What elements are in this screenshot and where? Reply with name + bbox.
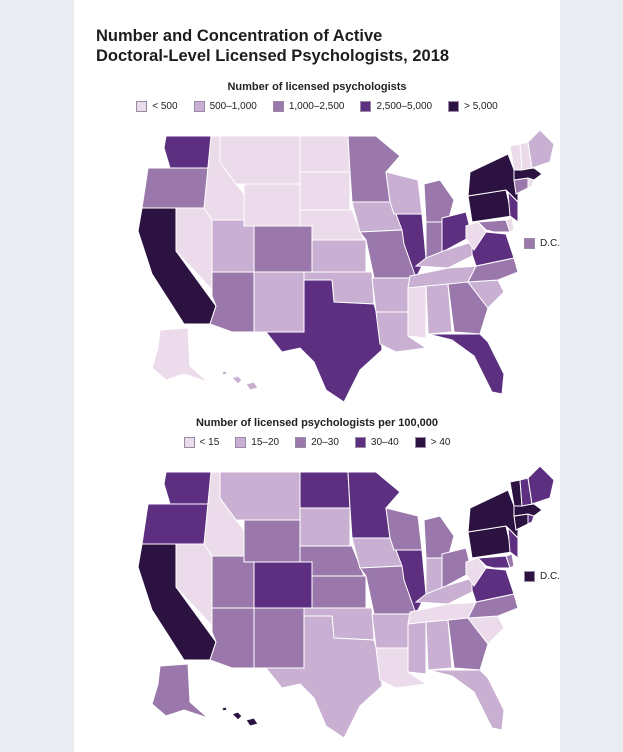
state-sd [300, 172, 350, 210]
figure-title: Number and Concentration of Active Docto… [96, 26, 546, 66]
state-me [528, 130, 554, 168]
state-wa [164, 136, 211, 168]
map1-us-states [74, 118, 560, 408]
dc-label: D.C. [540, 571, 560, 582]
state-co [254, 226, 312, 272]
map1-dc: D.C. [524, 238, 560, 249]
state-ms [408, 286, 426, 338]
map1-subtitle: Number of licensed psychologists [74, 81, 560, 93]
state-ut [212, 220, 254, 272]
dc-swatch [524, 238, 535, 249]
legend-label: > 40 [431, 437, 451, 448]
title-line-2: Doctoral-Level Licensed Psychologists, 2… [96, 46, 546, 66]
legend-label: 20–30 [311, 437, 339, 448]
state-hi [222, 707, 258, 726]
legend-label: 2,500–5,000 [376, 101, 432, 112]
state-sd [300, 508, 350, 546]
state-ms [408, 622, 426, 674]
state-ak [152, 664, 208, 718]
legend-swatch [235, 437, 246, 448]
state-nm [254, 272, 304, 332]
state-ks [312, 240, 366, 272]
state-al [426, 620, 452, 670]
map1-states-group [138, 130, 554, 402]
state-nd [300, 136, 350, 172]
legend-label: 30–40 [371, 437, 399, 448]
legend-swatch [184, 437, 195, 448]
legend-label: 1,000–2,500 [289, 101, 345, 112]
state-wa [164, 472, 211, 504]
map2-legend-item: 15–20 [235, 437, 279, 448]
legend-label: < 500 [152, 101, 177, 112]
state-ak [152, 328, 208, 382]
state-wy [244, 520, 300, 562]
legend-swatch [415, 437, 426, 448]
map2-legend-item: < 15 [184, 437, 220, 448]
state-al [426, 284, 452, 334]
legend-label: > 5,000 [464, 101, 498, 112]
legend-label: < 15 [200, 437, 220, 448]
legend-swatch [448, 101, 459, 112]
state-wi [386, 508, 422, 550]
state-ct [514, 514, 528, 530]
state-ks [312, 576, 366, 608]
state-wy [244, 184, 300, 226]
state-ar [372, 614, 410, 648]
legend-swatch [360, 101, 371, 112]
map2-legend-item: > 40 [415, 437, 451, 448]
map2-subtitle: Number of licensed psychologists per 100… [74, 417, 560, 429]
state-mt [220, 136, 300, 184]
legend-label: 500–1,000 [210, 101, 257, 112]
state-co [254, 562, 312, 608]
legend-swatch [295, 437, 306, 448]
legend-swatch [194, 101, 205, 112]
state-mt [220, 472, 300, 520]
state-or [142, 504, 211, 544]
map1-legend: < 500 500–1,000 1,000–2,500 2,500–5,000 … [74, 101, 560, 112]
legend-swatch [355, 437, 366, 448]
map1-legend-item: 2,500–5,000 [360, 101, 432, 112]
state-wi [386, 172, 422, 214]
map2-us-states [74, 454, 560, 744]
state-or [142, 168, 211, 208]
map1-legend-item: 500–1,000 [194, 101, 257, 112]
state-hi [222, 371, 258, 390]
title-line-1: Number and Concentration of Active [96, 26, 546, 46]
dc-swatch [524, 571, 535, 582]
map2-dc: D.C. [524, 571, 560, 582]
state-ar [372, 278, 410, 312]
map2-legend: < 15 15–20 20–30 30–40 > 40 [74, 437, 560, 448]
state-me [528, 466, 554, 504]
legend-swatch [136, 101, 147, 112]
state-ct [514, 178, 528, 194]
legend-swatch [273, 101, 284, 112]
map1-legend-item: 1,000–2,500 [273, 101, 345, 112]
map2-legend-item: 30–40 [355, 437, 399, 448]
legend-label: 15–20 [251, 437, 279, 448]
dc-label: D.C. [540, 238, 560, 249]
map1-legend-item: > 5,000 [448, 101, 498, 112]
map2-states-group [138, 466, 554, 738]
state-nd [300, 472, 350, 508]
state-az [210, 272, 254, 332]
state-fl [428, 670, 504, 730]
state-ut [212, 556, 254, 608]
state-az [210, 608, 254, 668]
state-fl [428, 334, 504, 394]
map2-legend-item: 20–30 [295, 437, 339, 448]
map1-legend-item: < 500 [136, 101, 177, 112]
figure-card: Number and Concentration of Active Docto… [74, 0, 560, 752]
state-nm [254, 608, 304, 668]
